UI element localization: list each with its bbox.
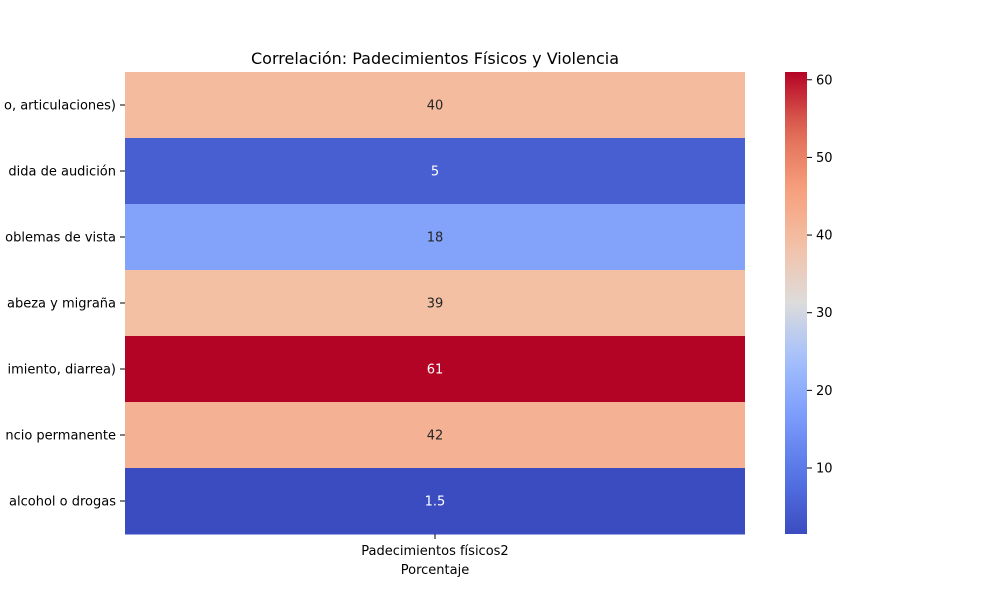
heatmap-cell bbox=[125, 138, 745, 205]
cell-value-label: 61 bbox=[427, 363, 444, 378]
x-axis: Padecimientos físicos2 bbox=[361, 534, 509, 559]
heatmap-cell-labels: 40 5 18 39 61 42 1.5 bbox=[425, 99, 446, 510]
heatmap-cell bbox=[125, 468, 745, 535]
cell-value-label: 18 bbox=[427, 231, 444, 246]
x-tick-label: Padecimientos físicos2 bbox=[361, 544, 508, 559]
colorbar-tick-label: 40 bbox=[816, 229, 833, 244]
colorbar-tick-label: 60 bbox=[816, 73, 833, 88]
cell-value-label: 40 bbox=[427, 99, 444, 114]
cell-value-label: 5 bbox=[431, 165, 439, 180]
y-tick-label: ncio permanente bbox=[5, 429, 116, 444]
y-tick-label: dida de audición bbox=[8, 165, 116, 180]
colorbar-tick-label: 30 bbox=[816, 306, 833, 321]
y-tick-label: oblemas de vista bbox=[5, 231, 116, 246]
y-tick-label: alcohol o drogas bbox=[9, 495, 116, 510]
colorbar-tick-label: 20 bbox=[816, 384, 833, 399]
y-tick-label: abeza y migraña bbox=[7, 297, 116, 312]
heatmap-cell bbox=[125, 402, 745, 469]
cell-value-label: 39 bbox=[427, 297, 444, 312]
x-axis-label: Porcentaje bbox=[401, 563, 469, 578]
heatmap-cell bbox=[125, 72, 745, 139]
heatmap-cell bbox=[125, 270, 745, 337]
colorbar-tick-label: 50 bbox=[816, 151, 833, 166]
chart-title: Correlación: Padecimientos Físicos y Vio… bbox=[251, 49, 619, 68]
y-tick-label: imiento, diarrea) bbox=[8, 363, 116, 378]
cell-value-label: 42 bbox=[427, 429, 444, 444]
colorbar-gradient bbox=[785, 72, 807, 534]
cell-value-label: 1.5 bbox=[425, 495, 446, 510]
heatmap-cells bbox=[125, 72, 745, 535]
heatmap-cell bbox=[125, 204, 745, 271]
y-axis: o, articulaciones) dida de audición oblema… bbox=[4, 99, 125, 510]
colorbar: 10 20 30 40 50 60 bbox=[785, 72, 833, 534]
y-tick-label: o, articulaciones) bbox=[4, 99, 116, 114]
heatmap-cell bbox=[125, 336, 745, 403]
colorbar-tick-label: 10 bbox=[816, 462, 833, 477]
